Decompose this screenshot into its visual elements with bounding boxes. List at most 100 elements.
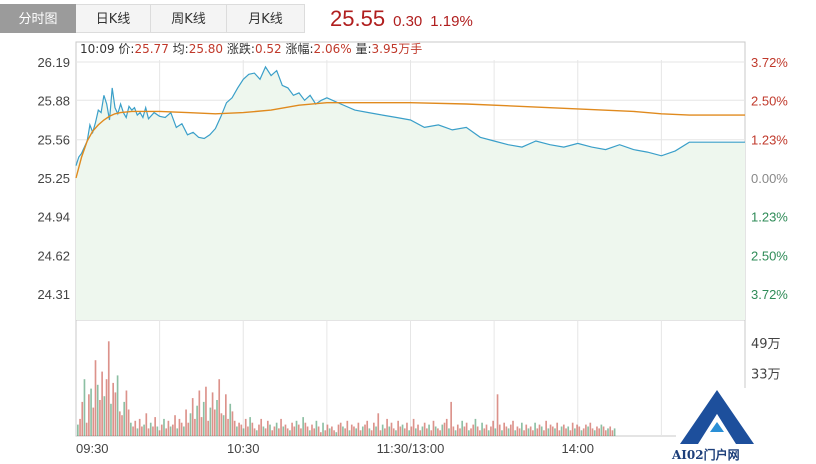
volume-bar xyxy=(180,422,183,436)
volume-bar xyxy=(121,415,123,436)
volume-bar xyxy=(518,428,521,436)
volume-bar xyxy=(348,430,351,436)
info-pct-value: 2.06% xyxy=(313,42,352,56)
volume-bar xyxy=(123,401,126,436)
volume-bar xyxy=(487,430,490,436)
volume-bar xyxy=(266,420,269,436)
volume-bar xyxy=(549,424,552,436)
info-avg-value: 25.80 xyxy=(188,42,224,56)
volume-bar xyxy=(505,426,508,436)
volume-bar xyxy=(454,430,457,436)
average-line xyxy=(75,102,745,179)
volume-bar xyxy=(412,418,415,436)
volume-bar xyxy=(439,430,441,436)
volume-bar xyxy=(308,430,311,436)
volume-bar xyxy=(171,424,174,436)
volume-bar xyxy=(280,418,282,436)
volume-bar xyxy=(328,428,331,436)
tab-weekly-k[interactable]: 周K线 xyxy=(151,4,227,33)
volume-bar xyxy=(231,411,234,436)
volume-bar xyxy=(260,418,263,436)
volume-bar xyxy=(278,428,280,436)
volume-bar xyxy=(516,426,519,436)
price-tick-label: 24.31 xyxy=(37,287,70,302)
volume-bar xyxy=(132,426,134,436)
volume-bar xyxy=(198,390,201,436)
volume-bar xyxy=(147,428,150,436)
price-tick-label: 26.19 xyxy=(37,55,70,70)
volume-bar xyxy=(81,401,84,436)
volume-bar xyxy=(600,424,603,436)
volume-bar xyxy=(225,394,227,436)
volume-bar xyxy=(300,428,302,436)
tab-daily-k[interactable]: 日K线 xyxy=(76,4,151,33)
volume-bar xyxy=(143,424,145,436)
volume-bar xyxy=(406,422,408,436)
volume-bar xyxy=(607,428,609,436)
volume-bar xyxy=(529,426,532,436)
volume-bar xyxy=(419,430,422,436)
time-tick-label: 11:30/13:00 xyxy=(377,441,445,456)
volume-bar xyxy=(319,432,322,436)
volume-bar xyxy=(324,430,327,436)
volume-bar xyxy=(273,426,276,436)
volume-bar xyxy=(445,418,448,436)
volume-bar xyxy=(244,418,247,436)
volume-bar xyxy=(339,422,342,436)
percent-tick-label: 1.23% xyxy=(751,133,788,148)
volume-bar xyxy=(399,426,402,436)
volume-bar xyxy=(585,424,587,436)
volume-bar xyxy=(395,430,397,436)
volume-bar xyxy=(134,420,137,436)
volume-bar xyxy=(262,426,265,436)
volume-bar xyxy=(211,392,214,436)
volume-bar xyxy=(414,428,417,436)
volume-bar xyxy=(138,418,141,436)
volume-bar xyxy=(174,415,176,436)
volume-bar xyxy=(282,426,285,436)
volume-bar xyxy=(611,430,614,436)
volume-bar xyxy=(551,426,554,436)
price-area-fill xyxy=(76,66,745,321)
volume-bar xyxy=(521,422,523,436)
volume-bar xyxy=(207,420,209,436)
tab-monthly-k[interactable]: 月K线 xyxy=(227,4,305,33)
volume-bar xyxy=(335,432,338,436)
volume-bar xyxy=(353,426,355,436)
volume-bar xyxy=(536,428,539,436)
price-tick-label: 25.25 xyxy=(37,171,70,186)
volume-bar xyxy=(136,428,139,436)
volume-bar xyxy=(255,430,258,436)
volume-bar xyxy=(317,426,320,436)
volume-bar xyxy=(304,422,307,436)
volume-bar xyxy=(183,426,185,436)
volume-bar xyxy=(598,428,600,436)
volume-bar xyxy=(85,422,88,436)
chart-period-tabs: 分时图 日K线 周K线 月K线 xyxy=(0,4,305,34)
volume-bar xyxy=(512,420,514,436)
volume-bar xyxy=(501,430,503,436)
volume-bar xyxy=(468,430,470,436)
volume-bar xyxy=(465,422,468,436)
percent-tick-label: 3.72% xyxy=(751,287,788,302)
volume-bar xyxy=(565,428,567,436)
volume-bar xyxy=(163,418,165,436)
volume-bar xyxy=(569,430,572,436)
volume-bar xyxy=(509,424,512,436)
volume-bar xyxy=(189,413,192,436)
volume-bar xyxy=(130,422,132,436)
price-line xyxy=(75,65,745,166)
site-logo-icon xyxy=(676,388,758,448)
volume-bar xyxy=(474,418,477,436)
volume-bar xyxy=(388,426,391,436)
volume-bar xyxy=(578,426,581,436)
percent-tick-label: 0.00% xyxy=(751,171,788,186)
volume-bar xyxy=(596,426,598,436)
volume-bar xyxy=(271,430,274,436)
tab-intraday[interactable]: 分时图 xyxy=(0,4,76,33)
volume-bar xyxy=(209,407,212,436)
volume-bar xyxy=(448,428,450,436)
price-tick-label: 24.62 xyxy=(37,249,70,264)
volume-bar xyxy=(366,420,369,436)
volume-bar xyxy=(322,422,324,436)
